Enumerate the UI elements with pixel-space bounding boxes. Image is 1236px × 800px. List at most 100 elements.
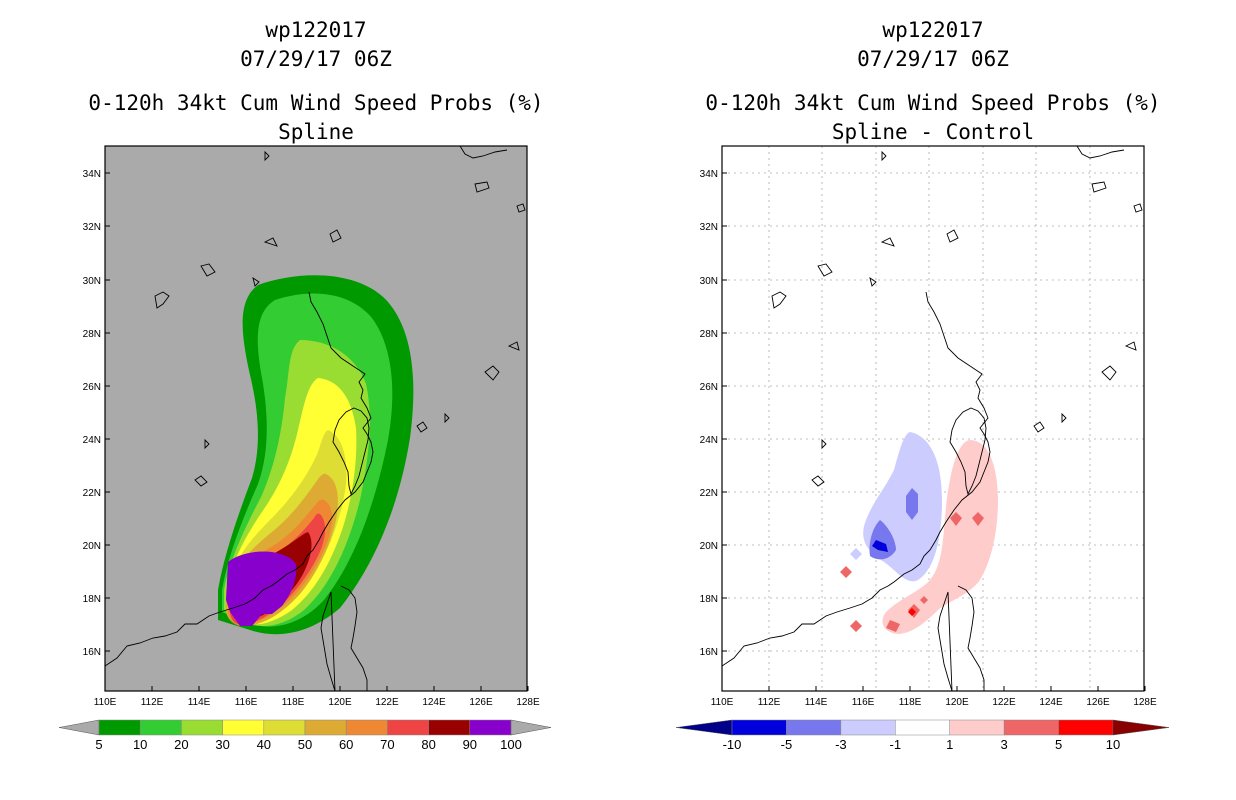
- lat-label: 16N: [700, 647, 718, 658]
- diff-contour-neg3b: [906, 488, 918, 520]
- colorbar-swatch: [1003, 719, 1059, 736]
- left-product-title: 0-120h 34kt Cum Wind Speed Probs (%): [88, 91, 544, 115]
- lat-label: 18N: [83, 594, 101, 605]
- diff-contour-neg3: [869, 520, 896, 560]
- lon-label: 116E: [852, 697, 875, 708]
- colorbar-swatch: [469, 719, 512, 736]
- colorbar-label: 3: [1001, 737, 1008, 752]
- lat-label: 32N: [83, 222, 101, 233]
- lon-label: 128E: [516, 697, 540, 708]
- lat-label: 30N: [83, 276, 101, 287]
- left-axis-labels: 110E 112E 114E 116E 118E 120E 122E 124E 126E 128E…: [83, 169, 540, 708]
- colorbar-label: 80: [421, 737, 435, 752]
- colorbar-label: 70: [380, 737, 394, 752]
- colorbar-swatch: [731, 719, 787, 736]
- lon-label: 122E: [375, 697, 399, 708]
- lon-label: 110E: [711, 697, 734, 708]
- right-datetime: 07/29/17 06Z: [857, 47, 1009, 71]
- colorbar-label: -10: [723, 737, 742, 752]
- colorbar-swatch: [428, 719, 471, 736]
- lat-label: 24N: [700, 435, 718, 446]
- left-map-frame: [104, 145, 528, 692]
- colorbar-swatch: [139, 719, 182, 736]
- colorbar-extend-right: [1112, 719, 1170, 736]
- diff-contour-pos1: [882, 440, 998, 634]
- diff-contour-small-neg: [850, 548, 862, 560]
- lat-label: 20N: [700, 541, 718, 552]
- colorbar-label: 20: [174, 737, 188, 752]
- lat-label: 34N: [83, 169, 101, 180]
- lat-label: 32N: [700, 222, 718, 233]
- lat-label: 34N: [700, 169, 718, 180]
- lon-label: 124E: [1039, 697, 1063, 708]
- colorbar-swatch: [895, 719, 950, 736]
- lat-label: 22N: [83, 488, 101, 499]
- left-colorbar: 5 10 20 30 40 50 60 70 80 90 100: [58, 719, 552, 752]
- lon-label: 120E: [328, 697, 352, 708]
- colorbar-swatch: [1058, 719, 1114, 736]
- lon-label: 118E: [282, 697, 305, 708]
- lon-label: 128E: [1133, 697, 1157, 708]
- lon-label: 112E: [141, 697, 164, 708]
- lat-label: 30N: [700, 276, 718, 287]
- lon-label: 114E: [805, 697, 828, 708]
- lat-label: 28N: [83, 329, 101, 340]
- colorbar-swatch: [840, 719, 896, 736]
- lon-label: 118E: [899, 697, 922, 708]
- lat-label: 22N: [700, 488, 718, 499]
- lat-label: 24N: [83, 435, 101, 446]
- left-subtitle: Spline: [278, 120, 354, 144]
- colorbar-swatch: [98, 719, 141, 736]
- left-probability-contours: [105, 146, 526, 691]
- colorbar-extend-left: [675, 719, 733, 736]
- lat-label: 26N: [700, 382, 718, 393]
- lon-label: 112E: [758, 697, 781, 708]
- colorbar-label: -5: [781, 737, 793, 752]
- right-difference-contours: [722, 146, 1144, 691]
- lon-label: 124E: [422, 697, 446, 708]
- lon-label: 110E: [94, 697, 117, 708]
- colorbar-swatch: [181, 719, 223, 736]
- colorbar-label: 5: [95, 737, 102, 752]
- colorbar-label: 50: [298, 737, 312, 752]
- lat-label: 28N: [700, 329, 718, 340]
- lon-label: 120E: [945, 697, 969, 708]
- lat-label: 16N: [83, 647, 101, 658]
- lon-label: 126E: [469, 697, 493, 708]
- lat-label: 26N: [83, 382, 101, 393]
- colorbar-label: 10: [1106, 737, 1120, 752]
- colorbar-label: 90: [463, 737, 477, 752]
- lon-label: 126E: [1086, 697, 1110, 708]
- colorbar-label: 60: [339, 737, 353, 752]
- diff-contour-pos5: [908, 608, 916, 616]
- lon-label: 122E: [992, 697, 1016, 708]
- colorbar-label: 10: [133, 737, 147, 752]
- colorbar-label: -3: [835, 737, 847, 752]
- colorbar-label: 5: [1055, 737, 1062, 752]
- colorbar-label: 30: [215, 737, 229, 752]
- right-map-frame: [721, 145, 1145, 692]
- colorbar-swatch: [222, 719, 265, 736]
- lon-label: 114E: [188, 697, 211, 708]
- lat-label: 18N: [700, 594, 718, 605]
- colorbar-swatch: [949, 719, 1005, 736]
- colorbar-label: 1: [946, 737, 953, 752]
- colorbar-label: -1: [890, 737, 902, 752]
- lat-label: 20N: [83, 541, 101, 552]
- colorbar-swatch: [263, 719, 306, 736]
- colorbar-swatch: [304, 719, 347, 736]
- lon-label: 116E: [235, 697, 258, 708]
- colorbar-swatch: [345, 719, 388, 736]
- right-colorbar: -10 -5 -3 -1 1 3 5 10: [675, 719, 1170, 752]
- left-datetime: 07/29/17 06Z: [240, 47, 392, 71]
- right-axis-labels: 110E 112E 114E 116E 118E 120E 122E 124E 126E 128E…: [700, 169, 1157, 708]
- colorbar-swatch: [387, 719, 429, 736]
- diff-contour-neg5: [872, 540, 888, 552]
- right-storm-id: wp122017: [882, 18, 984, 42]
- colorbar-label: 40: [257, 737, 271, 752]
- right-product-title: 0-120h 34kt Cum Wind Speed Probs (%): [705, 91, 1161, 115]
- right-gridlines: [722, 146, 1144, 691]
- colorbar-extend-right: [510, 719, 552, 736]
- left-storm-id: wp122017: [265, 18, 367, 42]
